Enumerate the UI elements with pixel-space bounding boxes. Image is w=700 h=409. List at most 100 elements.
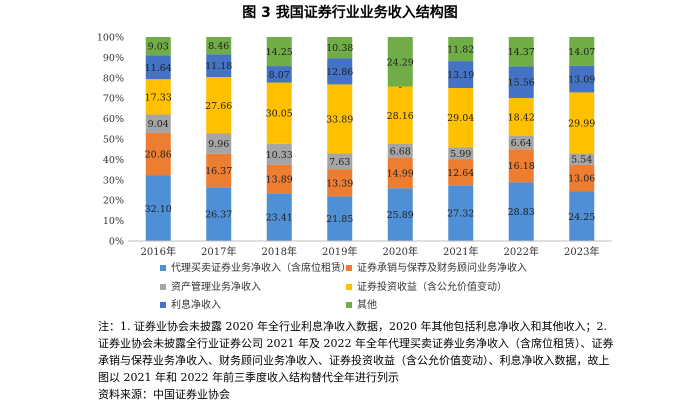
bar-segment (569, 153, 595, 165)
bar-segment (569, 191, 595, 241)
bar-segment (387, 157, 413, 189)
bars: 32.10 20.86 9.04 17.33 11.64 9.03 26.37 16.37 9.… (145, 36, 595, 241)
bar-segment (387, 188, 413, 241)
data-label: 33.89 (326, 114, 353, 125)
bar-segment (145, 175, 171, 241)
data-label: 12.86 (326, 67, 353, 78)
bar-segment (387, 36, 413, 87)
legend-label: 利息净收入 (171, 298, 221, 311)
bar-segment (266, 164, 292, 194)
bar-segment (569, 65, 595, 93)
bar-segment (448, 88, 474, 148)
bar-segment (206, 187, 232, 241)
bar-segment (569, 164, 595, 192)
bar-segment (206, 37, 232, 55)
data-label: 11.18 (205, 61, 232, 72)
data-label: - (399, 82, 402, 93)
bar-segment (508, 149, 534, 183)
data-label: 11.82 (447, 45, 474, 56)
bar-segment (448, 61, 474, 89)
data-label: 12.64 (447, 168, 474, 179)
legend-label: 证券投资收益（含公允价值变动） (357, 280, 507, 293)
data-label: 6.68 (390, 146, 411, 157)
x-tick-label: 2021年 (443, 245, 478, 258)
bar-segment (508, 182, 534, 241)
data-label: 27.66 (205, 101, 232, 112)
bar-segment (266, 37, 292, 67)
data-label: 15.56 (508, 78, 535, 89)
bar-segment (145, 37, 171, 56)
bar-segment (569, 37, 595, 66)
y-tick-label: 60% (103, 114, 124, 125)
bar-segment (508, 135, 534, 150)
data-label: 13.09 (568, 75, 595, 86)
bar-segment (387, 86, 413, 144)
data-label: 16.18 (508, 161, 535, 172)
y-tick-label: 90% (103, 53, 124, 64)
stacked-bar-chart: 0% 10% 20% 30% 40% 50% 60% 70% 80% 90% 100% 32.10 2… (97, 33, 612, 311)
legend-swatch (160, 302, 166, 308)
data-label: 8.46 (208, 41, 229, 52)
y-tick-label: 40% (103, 155, 124, 166)
data-label: 17.33 (145, 92, 172, 103)
bar-segment (508, 98, 534, 136)
bar-segment (327, 196, 353, 241)
legend-label: 资产管理业务净收入 (171, 280, 261, 293)
y-tick-label: 70% (103, 94, 124, 105)
legend-label: 证券承销与保荐及财务顾问业务净收入 (357, 261, 527, 274)
bar-segment (145, 79, 171, 115)
bar-segment (266, 143, 292, 165)
legend: 代理买卖证券业务净收入（含席位租赁） 证券承销与保荐及财务顾问业务净收入资产管理业… (160, 261, 527, 311)
data-label: 28.16 (387, 111, 414, 122)
data-label: 29.04 (447, 113, 474, 124)
legend-swatch (346, 265, 352, 271)
data-label: 9.04 (148, 119, 169, 130)
bar-segment (266, 66, 292, 83)
data-label: 10.33 (266, 150, 293, 161)
y-tick-label: 30% (103, 175, 124, 186)
data-label: 13.39 (326, 178, 353, 189)
legend-label: 其他 (357, 298, 377, 311)
bar-segment (266, 82, 292, 144)
data-label: 14.37 (508, 47, 535, 58)
bar-segment (206, 153, 232, 188)
data-label: 29.99 (568, 118, 595, 129)
legend-swatch (160, 284, 166, 290)
data-label: 14.99 (387, 168, 414, 179)
bar-segment (327, 169, 353, 197)
bar-segment (327, 37, 353, 59)
source-note: 资料来源：中国证券业协会 (98, 388, 230, 401)
data-label: 18.42 (508, 112, 535, 123)
notes: 注：1. 证券业协会未披露 2020 年全行业利息净收入数据，2020 年其他包… (98, 318, 618, 403)
data-label: 11.64 (145, 63, 172, 74)
bar-segment (448, 159, 474, 186)
bar-segment (206, 77, 232, 134)
legend-swatch (160, 265, 166, 271)
y-axis: 0% 10% 20% 30% 40% 50% 60% 70% 80% 90% 100% (97, 33, 124, 248)
figure-title: 图 3 我国证券行业业务收入结构图 (242, 5, 458, 21)
y-tick-label: 10% (103, 216, 124, 227)
bar-segment (508, 37, 534, 67)
legend-swatch (346, 302, 352, 308)
data-label: 27.32 (447, 209, 474, 220)
data-label: 20.86 (145, 150, 172, 161)
bar-segment (569, 92, 595, 154)
legend-swatch (346, 284, 352, 290)
bar-segment (327, 153, 353, 170)
x-tick-label: 2020年 (383, 245, 418, 258)
y-tick-label: 50% (103, 135, 124, 146)
bar-segment (448, 147, 474, 160)
data-label: 24.25 (568, 212, 595, 223)
bar-segment (145, 132, 171, 176)
bar-segment (145, 55, 171, 80)
data-label: 6.64 (511, 138, 532, 149)
legend-label: 代理买卖证券业务净收入（含席位租赁） (171, 261, 351, 274)
x-tick-label: 2016年 (141, 245, 176, 258)
data-label: 24.29 (387, 57, 414, 68)
x-axis: 2016年 2017年 2018年 2019年 2020年 2021年 2022年 2023年 (128, 240, 612, 258)
x-tick-label: 2022年 (504, 245, 539, 258)
bar-segment (448, 37, 474, 62)
x-tick-label: 2018年 (262, 245, 297, 258)
data-label: 14.07 (568, 47, 595, 58)
y-tick-label: 0% (109, 237, 124, 248)
